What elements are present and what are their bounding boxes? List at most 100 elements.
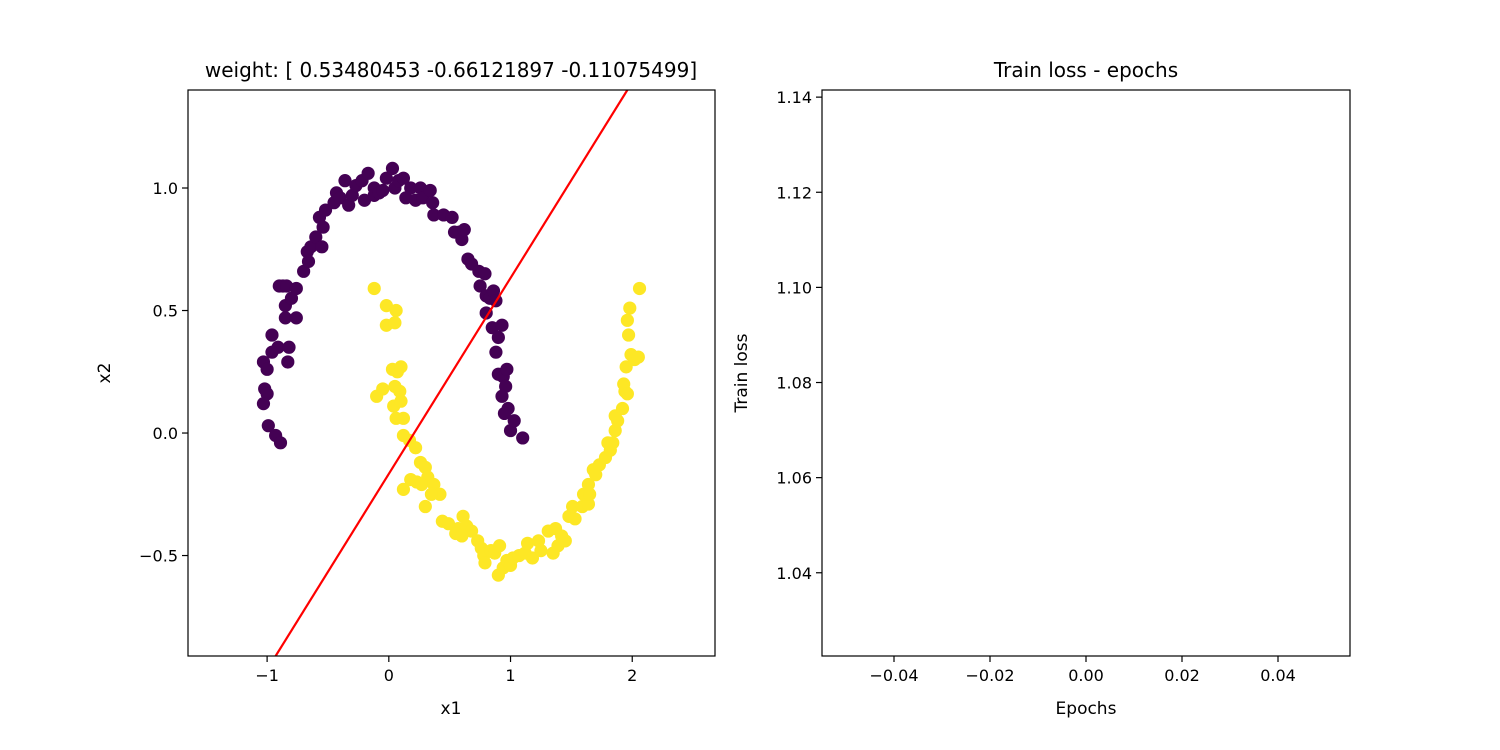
class-1-point — [396, 482, 411, 496]
class-0-point — [357, 193, 372, 207]
scatter-axes: weight: [ 0.53480453 -0.66121897 -0.1107… — [95, 58, 716, 719]
class-0-point — [278, 311, 292, 325]
class-0-point — [379, 171, 393, 185]
loss-title: Train loss - epochs — [993, 58, 1178, 82]
class-0-point — [297, 264, 311, 278]
scatter-y-ticks: −0.5 0.0 0.5 1.0 — [139, 179, 188, 566]
loss-x-tick-label: −0.04 — [869, 666, 918, 685]
class-1-point — [534, 544, 548, 558]
class-1-point — [408, 441, 423, 455]
loss-axes: Train loss - epochs −0.04 −0.02 0.00 0.02 0.… — [732, 58, 1351, 719]
class-0-point — [338, 174, 352, 188]
class-1-point — [367, 281, 381, 296]
class-0-point — [500, 362, 514, 376]
class-0-point — [315, 240, 329, 254]
class-1-point — [623, 301, 637, 315]
class-0-point — [284, 291, 299, 305]
class-0-point — [261, 419, 275, 433]
class-1-point — [606, 436, 620, 450]
class-1-point — [566, 499, 580, 514]
class-1-point — [525, 551, 540, 565]
scatter-x-tick-label: 0 — [384, 666, 394, 685]
class-0-point — [260, 362, 274, 376]
class-1-point — [583, 487, 597, 501]
class-0-point — [281, 355, 295, 369]
class-0-point — [491, 330, 505, 345]
class-1-point — [492, 539, 507, 553]
class-0-point — [333, 191, 347, 205]
class-1-point — [394, 394, 408, 408]
class-1-point — [620, 313, 634, 327]
class-0-point — [316, 220, 330, 234]
decision-boundary-layer — [274, 90, 629, 656]
class-0-point — [318, 203, 333, 217]
class-0-point — [376, 183, 390, 198]
class-1-point — [478, 556, 492, 570]
class-0-point — [495, 389, 509, 403]
class-0-point — [289, 281, 303, 296]
loss-x-tick-label: −0.02 — [965, 666, 1014, 685]
class-1-point — [379, 299, 393, 313]
class-1-point — [418, 499, 432, 514]
loss-y-tick-label: 1.04 — [776, 564, 812, 583]
class-0-point — [445, 210, 459, 225]
scatter-y-tick-label: 0.5 — [153, 302, 178, 321]
class-1-point — [520, 536, 535, 550]
class-0-point — [426, 196, 440, 210]
class-1-point — [393, 384, 407, 398]
class-1-point — [394, 360, 408, 374]
class-1-point — [632, 281, 647, 296]
loss-y-label: Train loss — [732, 333, 752, 413]
class-0-point — [479, 306, 493, 320]
scatter-points — [256, 161, 647, 582]
class-1-point — [546, 546, 560, 560]
class-0-point — [473, 279, 487, 293]
scatter-y-tick-label: 0.0 — [153, 424, 178, 443]
scatter-x-label: x1 — [441, 699, 462, 719]
class-1-point — [568, 512, 582, 526]
class-1-point — [424, 487, 439, 501]
class-1-point — [619, 360, 633, 374]
class-1-point — [581, 477, 596, 492]
class-0-point — [265, 328, 279, 342]
class-1-point — [376, 382, 390, 396]
class-1-point — [615, 401, 630, 416]
loss-y-ticks: 1.04 1.06 1.08 1.10 1.12 1.14 — [776, 88, 822, 583]
loss-y-tick-label: 1.10 — [776, 278, 812, 297]
class-0-point — [282, 340, 296, 354]
class-0-point — [495, 318, 509, 332]
class-1-point — [631, 350, 645, 364]
loss-x-ticks: −0.04 −0.02 0.00 0.02 0.04 — [869, 656, 1296, 685]
class-0-point — [301, 254, 316, 269]
scatter-frame — [187, 89, 716, 657]
class-0-point — [404, 181, 418, 195]
class-1-point — [621, 328, 636, 342]
loss-x-label: Epochs — [1056, 699, 1117, 719]
scatter-y-tick-label: −0.5 — [139, 547, 178, 566]
class-0-point — [457, 223, 471, 237]
decision-boundary-line — [274, 90, 629, 656]
class-1-point — [388, 316, 402, 330]
class-0-point — [396, 171, 411, 185]
loss-x-tick-label: 0.00 — [1068, 666, 1104, 685]
scatter-x-ticks: −1 0 1 2 — [255, 656, 637, 685]
scatter-y-tick-label: 1.0 — [153, 179, 178, 198]
scatter-y-label: x2 — [95, 363, 115, 384]
class-0-point — [273, 436, 288, 450]
loss-y-tick-label: 1.06 — [776, 469, 812, 488]
class-1-point — [415, 477, 429, 492]
class-0-point — [304, 240, 318, 254]
class-0-point — [423, 183, 437, 198]
class-0-point — [385, 161, 400, 176]
class-0-point — [256, 397, 271, 411]
class-0-point — [497, 406, 512, 421]
loss-y-tick-label: 1.12 — [776, 183, 812, 202]
class-1-point — [464, 524, 479, 538]
class-1-point — [620, 387, 634, 401]
class-0-point — [271, 340, 285, 354]
loss-x-tick-label: 0.02 — [1164, 666, 1200, 685]
class-0-point — [361, 166, 375, 180]
class-1-point — [389, 411, 403, 425]
